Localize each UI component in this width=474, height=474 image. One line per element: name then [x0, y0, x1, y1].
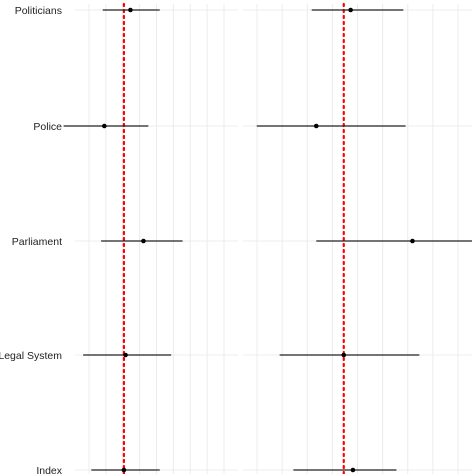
category-labels: Politicians Police Parliament Legal System I…: [0, 5, 63, 474]
category-tick-label: Legal System: [0, 350, 62, 362]
point-estimate: [121, 467, 127, 473]
point-estimate: [128, 7, 133, 13]
point-estimate: [341, 352, 347, 358]
reference-lines: [122, 2, 345, 474]
category-tick-label: Politicians: [15, 5, 62, 17]
point-estimate: [348, 7, 353, 13]
category-tick-label: Police: [33, 121, 62, 133]
point-estimate: [102, 123, 107, 129]
point-estimate: [410, 238, 415, 244]
point-estimate: [313, 123, 319, 129]
point-estimates: [102, 7, 415, 473]
category-tick-label: Index: [36, 465, 62, 474]
point-estimate: [350, 467, 356, 473]
point-estimate: [141, 238, 146, 244]
category-tick-label: Parliament: [12, 236, 62, 248]
point-estimate: [123, 352, 128, 358]
